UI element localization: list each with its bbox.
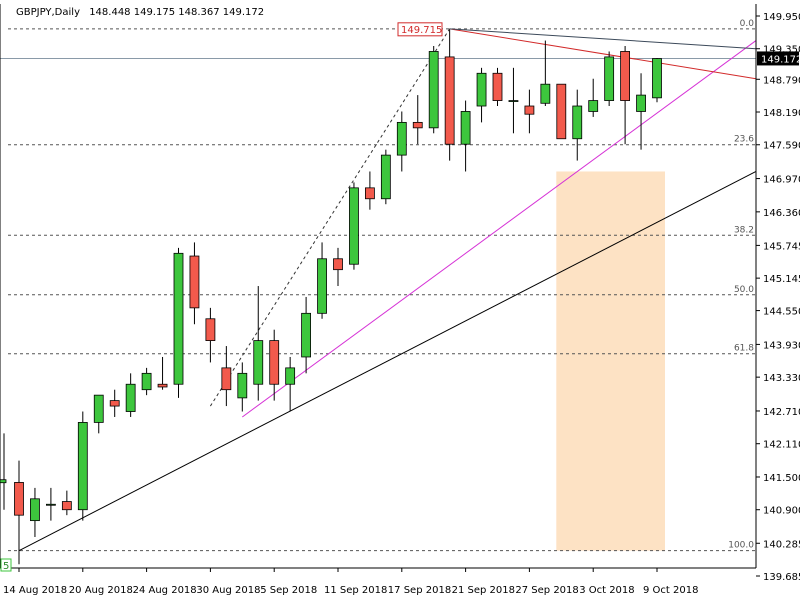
fib-label-4: 61.8 (734, 344, 754, 354)
y-tick-label-4: 147.590 (763, 141, 800, 152)
candle-body-14 (237, 372, 248, 399)
candle-body-11 (189, 255, 200, 309)
candle-body-25 (412, 121, 423, 129)
y-tick-label-9: 144.550 (763, 307, 800, 318)
y-tick-label-14: 141.500 (763, 473, 800, 484)
candle-body-19 (317, 258, 327, 314)
candle-body-3 (61, 501, 72, 511)
candle-body-37 (604, 56, 615, 101)
y-tick-label-12: 142.710 (763, 407, 800, 418)
candle-body-23 (380, 154, 391, 200)
magenta-trendline (242, 40, 757, 418)
candle-body-17 (285, 367, 296, 385)
y-tick-label-16: 140.285 (763, 539, 800, 550)
candle-body-5 (93, 394, 104, 423)
candle-body-33 (540, 83, 551, 104)
y-tick-label-15: 140.900 (763, 506, 800, 517)
candle-body-7 (125, 383, 136, 412)
y-tick-label-0: 149.950 (763, 12, 800, 23)
candle-body-27 (444, 56, 455, 145)
x-tick-label-2: 24 Aug 2018 (133, 585, 197, 596)
candle-body-20 (333, 258, 343, 271)
candle-body-22 (364, 187, 375, 200)
candle-body-28 (460, 111, 471, 145)
y-tick-label-6: 146.360 (763, 208, 800, 219)
candle-body-13 (221, 367, 232, 391)
y-tick-label-11: 143.330 (763, 373, 800, 384)
high-price-label: 149.715 (401, 25, 442, 36)
fib-anchor-line (209, 28, 451, 407)
y-tick-label-13: 142.110 (763, 440, 800, 451)
y-tick-label-17: 139.685 (763, 572, 800, 583)
candle-body-30 (492, 72, 503, 101)
y-tick-label-7: 145.745 (763, 241, 800, 252)
candle-body-9 (157, 383, 168, 388)
edge-candle-body (0, 479, 7, 484)
candle-body-6 (109, 400, 120, 407)
candle-body-18 (301, 312, 312, 358)
x-tick-label-9: 3 Oct 2018 (579, 585, 634, 596)
candle-body-15 (253, 340, 264, 385)
upper-trendline (449, 28, 757, 50)
x-tick-label-3: 30 Aug 2018 (196, 585, 260, 596)
y-tick-label-8: 145.145 (763, 274, 800, 285)
candle-body-12 (205, 318, 216, 341)
candle-body-0 (14, 482, 24, 516)
fib-label-2: 38.2 (734, 225, 754, 235)
x-tick-label-4: 5 Sep 2018 (260, 585, 317, 596)
x-tick-label-0: 14 Aug 2018 (3, 585, 67, 596)
left-marker-label: 5 (3, 561, 9, 572)
candles (14, 29, 662, 565)
candle-body-31 (508, 100, 519, 102)
chart-header: GBPJPY,Daily 148.448 149.175 148.367 149… (16, 7, 264, 18)
current-price-tag (757, 51, 799, 66)
candle-body-29 (476, 72, 487, 107)
left-marker-box (0, 558, 12, 572)
y-tick-label-1: 149.350 (763, 45, 800, 56)
y-tick-label-10: 143.930 (763, 340, 800, 351)
candle-body-40 (652, 58, 662, 99)
x-tick-label-10: 9 Oct 2018 (643, 585, 698, 596)
candle-body-8 (141, 372, 152, 391)
y-tick-label-2: 148.790 (763, 75, 800, 86)
current-price-label: 149.172 (761, 54, 800, 65)
fib-label-1: 23.6 (734, 135, 754, 145)
candle-body-39 (636, 94, 646, 112)
x-tick-label-6: 17 Sep 2018 (388, 585, 451, 596)
x-tick-label-8: 27 Sep 2018 (515, 585, 578, 596)
candle-body-16 (269, 340, 280, 385)
fib-label-3: 50.0 (734, 285, 754, 295)
y-tick-label-5: 146.970 (763, 175, 800, 186)
x-tick-label-5: 11 Sep 2018 (324, 585, 387, 596)
candle-body-21 (349, 187, 359, 265)
x-tick-label-1: 20 Aug 2018 (69, 585, 133, 596)
candle-body-24 (396, 121, 407, 156)
trend-lines (18, 28, 757, 552)
fibonacci-levels: 0.0 23.6 38.2 50.0 61.8 100.0 (0, 19, 756, 552)
high-price-box (397, 22, 443, 37)
candle-body-10 (173, 252, 184, 385)
candle-body-36 (588, 100, 599, 112)
highlight-zone (556, 171, 665, 551)
ohlc-label: 148.448 149.175 148.367 149.172 (89, 7, 264, 18)
fib-label-0: 0.0 (740, 19, 755, 29)
time-axis: 14 Aug 2018 20 Aug 2018 24 Aug 2018 30 Aug … (3, 568, 698, 596)
candle-body-26 (428, 51, 439, 129)
fib-label-5: 100.0 (728, 541, 754, 551)
candle-body-1 (30, 498, 40, 522)
x-tick-label-7: 21 Sep 2018 (452, 585, 515, 596)
support-trendline (18, 171, 757, 552)
candle-body-32 (524, 105, 535, 115)
y-tick-label-3: 148.190 (763, 108, 800, 119)
candle-body-4 (77, 422, 88, 511)
candle-body-34 (556, 83, 567, 140)
price-axis: 149.950 149.350 148.790 148.190 147.590 146.9… (756, 12, 800, 583)
candle-body-35 (572, 105, 583, 140)
resistance-trendline (449, 28, 757, 80)
candle-body-38 (620, 51, 630, 101)
candle-body-2 (46, 503, 56, 506)
symbol-label: GBPJPY,Daily (16, 7, 80, 18)
